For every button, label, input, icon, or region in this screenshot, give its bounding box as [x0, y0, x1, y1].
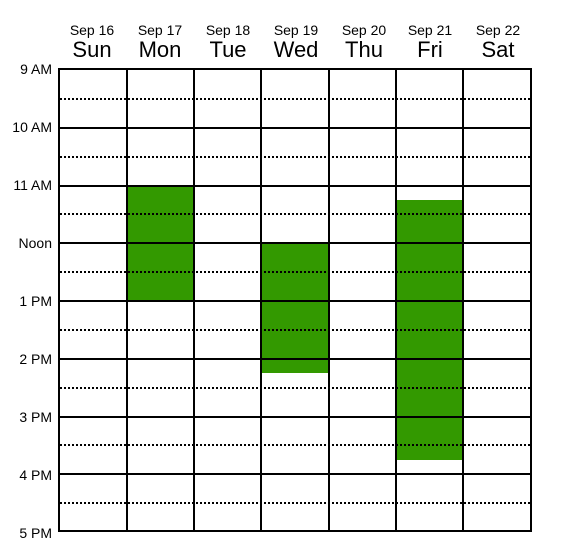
time-label-noon: Noon [18, 235, 52, 251]
day-name: Wed [273, 37, 319, 62]
half-hour-gridline [60, 502, 530, 505]
time-label-11am: 11 AM [13, 177, 52, 193]
day-name: Fri [417, 37, 443, 62]
day-date: Sep 18 [205, 22, 251, 38]
time-label-2pm: 2 PM [19, 351, 52, 367]
day-column-divider [260, 70, 263, 530]
hour-gridline [60, 184, 530, 187]
day-column-divider [126, 70, 129, 530]
time-label-4pm: 4 PM [19, 467, 52, 483]
half-hour-gridline [60, 386, 530, 389]
time-label-9am: 9 AM [20, 61, 52, 77]
hour-gridline [60, 300, 530, 302]
day-column-divider [461, 70, 464, 530]
half-hour-gridline [60, 328, 530, 331]
time-label-10am: 10 AM [12, 119, 52, 135]
hour-gridline [60, 126, 530, 129]
calendar-grid[interactable] [58, 68, 532, 532]
day-column-divider [394, 70, 397, 530]
event-block-wed[interactable] [261, 243, 329, 374]
day-header-tue: Sep 18 Tue [194, 22, 262, 62]
day-date: Sep 17 [137, 22, 183, 38]
hour-gridline [60, 415, 530, 418]
day-name: Thu [345, 37, 383, 62]
day-header-sat: Sep 22 Sat [464, 22, 532, 62]
day-date: Sep 16 [69, 22, 115, 38]
day-name: Sat [481, 37, 515, 62]
day-date: Sep 20 [341, 22, 387, 38]
time-label-5pm: 5 PM [19, 525, 52, 541]
day-header-thu: Sep 20 Thu [330, 22, 398, 62]
half-hour-gridline [60, 97, 530, 100]
half-hour-gridline [60, 444, 530, 447]
half-hour-gridline [60, 271, 530, 274]
hour-gridline [60, 357, 530, 360]
day-name: Sun [72, 37, 112, 62]
day-header-wed: Sep 19 Wed [262, 22, 330, 62]
day-header-sun: Sep 16 Sun [58, 22, 126, 62]
time-label-1pm: 1 PM [19, 293, 52, 309]
day-date: Sep 21 [407, 22, 453, 38]
hour-gridline [60, 473, 530, 476]
day-header-mon: Sep 17 Mon [126, 22, 194, 62]
time-label-3pm: 3 PM [19, 409, 52, 425]
day-date: Sep 19 [273, 22, 319, 38]
day-header-fri: Sep 21 Fri [396, 22, 464, 62]
half-hour-gridline [60, 213, 530, 216]
hour-gridline [60, 242, 530, 245]
day-date: Sep 22 [475, 22, 521, 38]
day-column-divider [327, 70, 330, 530]
day-column-divider [193, 70, 196, 530]
day-name: Tue [209, 37, 247, 62]
half-hour-gridline [60, 155, 530, 158]
day-name: Mon [138, 37, 182, 62]
